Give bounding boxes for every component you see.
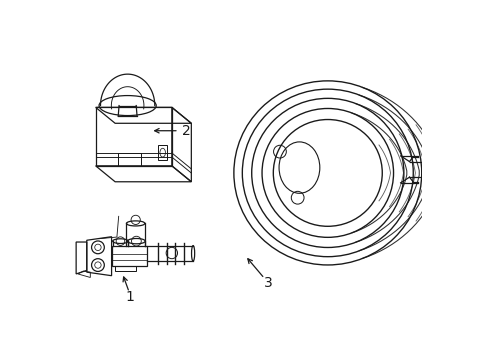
Text: 1: 1: [125, 290, 134, 304]
Text: 2: 2: [181, 124, 190, 138]
Text: 3: 3: [263, 276, 272, 290]
